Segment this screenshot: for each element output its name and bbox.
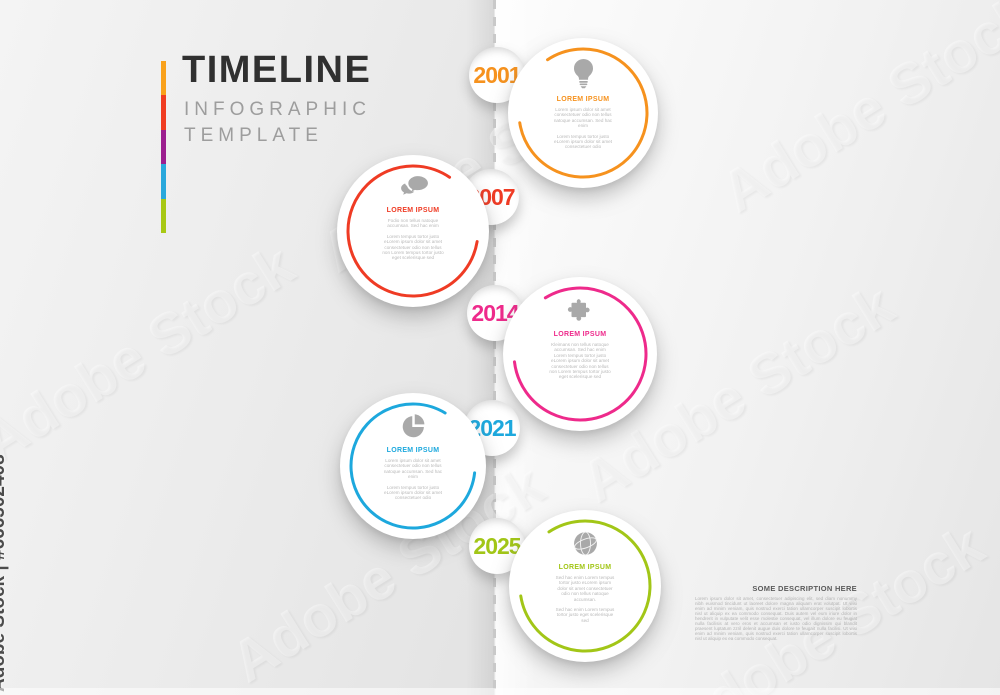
globe-icon [573, 531, 597, 556]
accent-color-bar [161, 61, 166, 234]
milestone-heading: LOREM IPSUM [386, 447, 440, 454]
milestone-paragraph: Fodio non tellus natoque accumsan. Sed h… [387, 218, 439, 229]
milestone-circle: LOREM IPSUM Lorem ipsum dolor sit amet c… [340, 393, 486, 539]
accent-segment-green [161, 198, 166, 234]
milestone-ring [518, 519, 652, 653]
milestone-ring [349, 402, 477, 530]
milestone-paragraph: Lorem ipsum dolor sit amet consectetuer … [553, 107, 613, 129]
milestone-circle: LOREM IPSUM Lorem ipsum dolor sit amet c… [508, 38, 658, 188]
milestone-heading: LOREM IPSUM [386, 207, 440, 214]
milestone-ring [512, 286, 648, 422]
milestone-paragraph: Kleimans non tellus natoque accumsan. Se… [549, 342, 611, 380]
bottom-strip [0, 688, 1000, 695]
milestone-circle: LOREM IPSUM Kleimans non tellus natoque … [503, 277, 657, 431]
page-fold-shadow [466, 0, 494, 695]
milestone-paragraph: Sed hac enim Lorem tempus tortor justo e… [555, 607, 615, 623]
page-subtitle-line1: INFOGRAPHIC [184, 99, 371, 120]
description-block: SOME DESCRIPTION HERE Lorem ipsum dolor … [695, 584, 857, 641]
speech-bubbles-icon [400, 176, 428, 195]
accent-segment-orange [161, 61, 166, 96]
pie-chart-icon [402, 414, 424, 438]
accent-segment-purple [161, 129, 166, 165]
milestone-paragraph: Lorem tempus tortor justo eLorem ipsum d… [554, 133, 612, 150]
page-subtitle-line2: TEMPLATE [184, 125, 323, 146]
description-body: Lorem ipsum dolor sit amet, consectetuer… [695, 596, 857, 641]
page-title: TIMELINE [182, 49, 372, 91]
milestone-paragraph: Sed hac enim Lorem tempus tortor justo e… [555, 575, 615, 602]
timeline-dashed-line [493, 0, 496, 695]
milestone-ring [517, 47, 649, 179]
milestone-heading: LOREM IPSUM [556, 96, 610, 103]
puzzle-icon [567, 299, 590, 321]
milestone-paragraph: Lorem tempus tortor justo eLorem ipsum d… [384, 484, 442, 501]
milestone-ring [346, 164, 480, 298]
stock-id-watermark: Adobe Stock | #666502408 [0, 454, 9, 692]
milestone-paragraph: Lorem tempus tortor justo eLorem ipsum d… [382, 233, 444, 261]
milestone-circle: LOREM IPSUM Fodio non tellus natoque acc… [337, 155, 489, 307]
milestone-circle: LOREM IPSUM Sed hac enim Lorem tempus to… [509, 510, 661, 662]
description-title: SOME DESCRIPTION HERE [752, 584, 857, 593]
year-label: 2025 [473, 532, 521, 559]
milestone-heading: LOREM IPSUM [558, 564, 612, 571]
milestone-heading: LOREM IPSUM [553, 331, 607, 338]
lightbulb-icon [573, 59, 593, 89]
background-left-panel [0, 0, 495, 695]
accent-segment-blue [161, 164, 166, 199]
milestone-paragraph: Lorem ipsum dolor sit amet consectetuer … [383, 458, 443, 480]
accent-segment-red [161, 95, 166, 130]
